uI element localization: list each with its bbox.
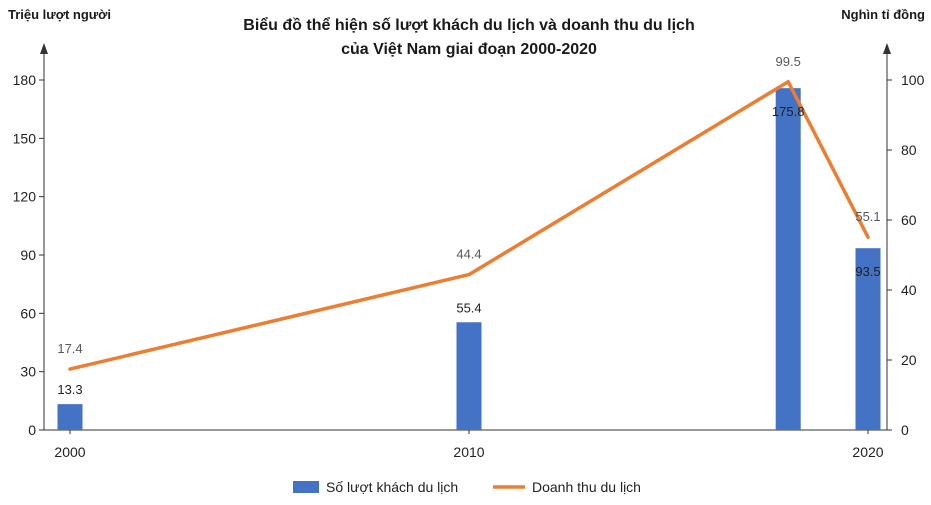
legend-swatch-bar [293, 481, 319, 493]
right-axis-tick-label: 80 [901, 142, 917, 158]
right-axis-tick-label: 60 [901, 212, 917, 228]
x-axis-tick-label: 2010 [453, 444, 484, 460]
bar [855, 248, 881, 430]
left-axis-tick-label: 180 [13, 72, 37, 88]
x-axis-tick-label: 2020 [852, 444, 883, 460]
left-axis-tick-label: 150 [13, 130, 37, 146]
left-axis-tick-label: 60 [20, 305, 36, 321]
left-axis-tick-label: 120 [13, 189, 37, 205]
right-axis-tick-label: 40 [901, 282, 917, 298]
left-axis-tick-label: 90 [20, 247, 36, 263]
bar [57, 404, 83, 430]
right-axis-label: Nghìn tỉ đồng [841, 7, 925, 22]
bar-data-label: 93.5 [855, 264, 880, 279]
line-series [68, 80, 870, 371]
bar-data-label: 55.4 [456, 300, 481, 315]
chart-title-line-1: Biểu đồ thể hiện số lượt khách du lịch v… [243, 16, 694, 34]
line-data-label: 17.4 [57, 341, 82, 356]
left-axis-tick-label: 0 [28, 422, 36, 438]
left-axis-tick-label: 30 [20, 364, 36, 380]
line-data-label: 99.5 [776, 54, 801, 69]
right-axis-tick-label: 0 [901, 422, 909, 438]
left-axis-label: Triệu lượt người [8, 7, 111, 22]
legend-label-line: Doanh thu du lịch [532, 479, 641, 495]
chart-title-line-2: của Việt Nam giai đoạn 2000-2020 [341, 41, 597, 58]
left-axis-arrow [40, 43, 48, 54]
right-axis-tick-label: 20 [901, 352, 917, 368]
line-data-label: 44.4 [456, 247, 481, 262]
x-axis-tick-label: 2000 [54, 444, 85, 460]
right-axis-tick-label: 100 [901, 72, 925, 88]
bar [775, 88, 801, 431]
legend-label-bar: Số lượt khách du lịch [326, 479, 458, 495]
line-data-label: 55.1 [855, 209, 880, 224]
right-axis-arrow [883, 43, 891, 54]
bar-data-label: 13.3 [57, 382, 82, 397]
bar [456, 322, 482, 430]
bar-data-label: 175.8 [772, 104, 805, 119]
